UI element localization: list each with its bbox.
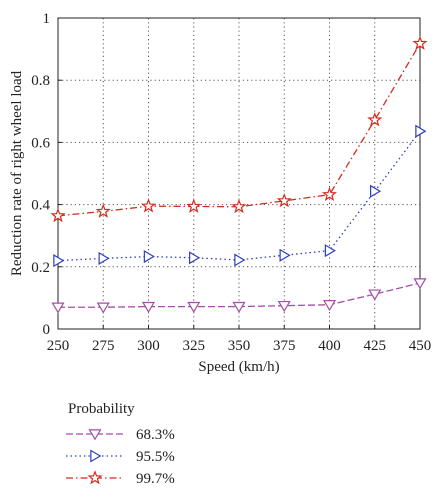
data-point bbox=[96, 302, 110, 314]
x-tick-label: 325 bbox=[183, 338, 206, 354]
data-point bbox=[143, 249, 155, 264]
legend-item: 68.3% bbox=[66, 427, 175, 443]
x-tick-label: 425 bbox=[364, 338, 387, 354]
y-axis-label: Reduction rate of right wheel load bbox=[9, 70, 25, 276]
data-point bbox=[322, 300, 337, 312]
y-axis: 0 0.2 0.4 0.6 0.8 1 bbox=[31, 11, 62, 338]
data-point bbox=[140, 198, 157, 213]
legend-label: 99.7% bbox=[136, 471, 175, 487]
data-point bbox=[276, 192, 292, 208]
legend-label: 68.3% bbox=[136, 427, 175, 443]
x-tick-label: 250 bbox=[47, 338, 70, 354]
data-point bbox=[234, 253, 246, 267]
series-line bbox=[57, 43, 421, 217]
x-axis: 250 275 300 325 350 375 400 425 450 bbox=[47, 325, 432, 354]
legend-item: 99.7% bbox=[66, 470, 175, 487]
data-point bbox=[368, 289, 382, 301]
x-tick-label: 375 bbox=[273, 338, 296, 354]
series-2 bbox=[53, 124, 427, 268]
data-point bbox=[415, 124, 427, 138]
legend: Probability 68.3% 95.5% 99.7% bbox=[66, 401, 175, 487]
legend-label: 95.5% bbox=[136, 449, 175, 465]
legend-swatch-marker bbox=[87, 470, 103, 485]
data-point bbox=[413, 278, 427, 290]
data-point bbox=[370, 184, 382, 198]
data-point bbox=[187, 301, 201, 314]
data-point bbox=[412, 35, 428, 50]
y-tick-label: 0.8 bbox=[31, 73, 50, 89]
data-point bbox=[279, 248, 291, 262]
x-tick-label: 450 bbox=[409, 338, 432, 354]
y-tick-label: 0.4 bbox=[31, 198, 50, 214]
series-1 bbox=[51, 278, 427, 314]
data-point bbox=[50, 207, 66, 223]
data-point bbox=[232, 301, 246, 314]
data-point bbox=[277, 300, 291, 313]
x-tick-label: 400 bbox=[318, 338, 341, 354]
legend-swatch-marker bbox=[90, 449, 102, 463]
x-tick-label: 300 bbox=[137, 338, 160, 354]
legend-title: Probability bbox=[68, 401, 135, 417]
data-point bbox=[53, 254, 65, 268]
data-point bbox=[186, 198, 202, 213]
y-tick-label: 0.6 bbox=[31, 135, 50, 151]
data-point bbox=[95, 203, 111, 218]
data-point bbox=[51, 302, 65, 314]
data-point bbox=[141, 301, 156, 314]
data-point bbox=[321, 186, 338, 202]
data-point bbox=[367, 112, 383, 127]
data-point bbox=[324, 244, 336, 258]
series-3 bbox=[50, 35, 428, 223]
series-layer bbox=[50, 35, 428, 314]
data-point bbox=[98, 251, 110, 265]
y-tick-label: 0.2 bbox=[31, 260, 50, 276]
x-tick-label: 350 bbox=[228, 338, 251, 354]
legend-items: 68.3% 95.5% 99.7% bbox=[66, 427, 175, 487]
grid bbox=[58, 18, 420, 329]
y-tick-label: 0 bbox=[43, 322, 51, 338]
x-axis-label: Speed (km/h) bbox=[198, 359, 279, 375]
legend-swatch-marker bbox=[88, 429, 102, 441]
data-point bbox=[231, 198, 247, 214]
x-tick-label: 275 bbox=[92, 338, 115, 354]
legend-item: 95.5% bbox=[66, 449, 175, 465]
data-point bbox=[189, 251, 201, 265]
y-tick-label: 1 bbox=[43, 11, 51, 27]
